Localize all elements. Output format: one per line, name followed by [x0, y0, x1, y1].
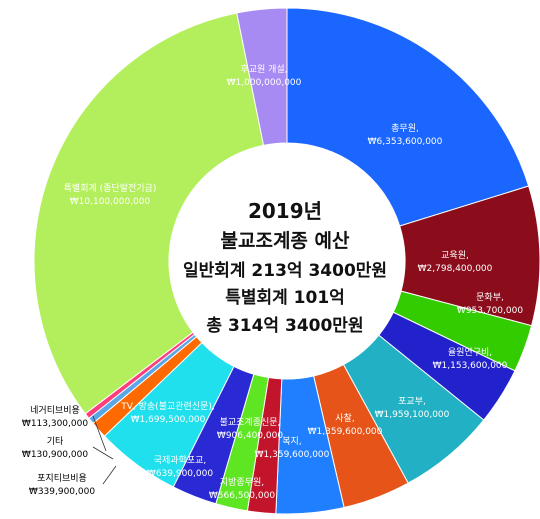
slice-value-10: ₩1,699,500,000 — [131, 415, 206, 425]
slice-label-14: 특별회계 (종단발전기금) — [64, 182, 157, 194]
slice-label-5: 사찰, — [335, 413, 354, 424]
slice-label-8: 국제과학포교, — [154, 455, 207, 466]
slice-label-10: TV, 방송(불교관련신문), — [120, 401, 215, 412]
slice-value-6: ₩1,359,600,000 — [255, 450, 330, 460]
slice-label-4: 포교부, — [398, 396, 426, 407]
slice-value-4: ₩1,959,100,000 — [375, 410, 450, 420]
slice-label-2: 문화부, — [476, 292, 504, 303]
slice-value-14: ₩10,100,000,000 — [70, 197, 151, 207]
slice-value-1: ₩2,798,400,000 — [418, 264, 493, 274]
slice-label-0: 총무원, — [391, 123, 419, 134]
slice-value-5: ₩1,359,600,000 — [308, 427, 383, 437]
center-line-0: 2019년 — [248, 199, 322, 223]
slice-label-12: 기타 — [47, 436, 64, 447]
slice-label-1: 교육원, — [441, 250, 469, 261]
donut-slice-0 — [286, 7, 530, 227]
slice-value-7: ₩566,500,000 — [209, 491, 275, 501]
slice-value-11: ₩339,900,000 — [29, 487, 95, 497]
slice-label-13: 네거티브비용 — [30, 405, 80, 416]
slice-value-12: ₩130,900,000 — [22, 450, 88, 460]
donut-slices — [33, 7, 540, 515]
slice-label-15: 후교원 개설, — [240, 64, 287, 75]
slice-value-15: ₩1,000,000,000 — [227, 78, 302, 88]
slice-value-8: ₩639,900,000 — [147, 469, 213, 479]
center-line-1: 불교조계종 예산 — [221, 230, 350, 252]
slice-label-11: 포지티브비용 — [37, 473, 87, 484]
leader-line-11 — [102, 465, 117, 485]
slice-value-0: ₩6,353,600,000 — [368, 137, 443, 147]
slice-value-2: ₩953,700,000 — [457, 306, 523, 316]
center-line-2: 일반회계 213억 3400만원 — [183, 261, 387, 281]
slice-label-6: 복지, — [282, 436, 301, 447]
leader-line-12 — [92, 446, 114, 460]
slice-labels: 총무원, ₩6,353,600,000 교육원, ₩2,798,400,000 문화부,… — [22, 64, 523, 501]
leader-lines — [92, 415, 117, 485]
slice-label-3: 율원연구비, — [448, 347, 492, 358]
donut-slice-14 — [33, 12, 265, 415]
slice-value-3: ₩1,153,600,000 — [433, 361, 508, 371]
slice-label-7: 지방종무원, — [220, 477, 264, 488]
donut-slice-15 — [236, 7, 288, 146]
slice-value-9: ₩906,400,000 — [217, 431, 283, 441]
leader-line-13 — [92, 415, 107, 452]
slice-label-9: 불교조계종신문, — [220, 416, 281, 428]
center-line-4: 총 314억 3400만원 — [206, 316, 363, 336]
center-line-3: 특별회계 101억 — [225, 288, 345, 308]
slice-value-13: ₩113,300,000 — [22, 419, 88, 429]
